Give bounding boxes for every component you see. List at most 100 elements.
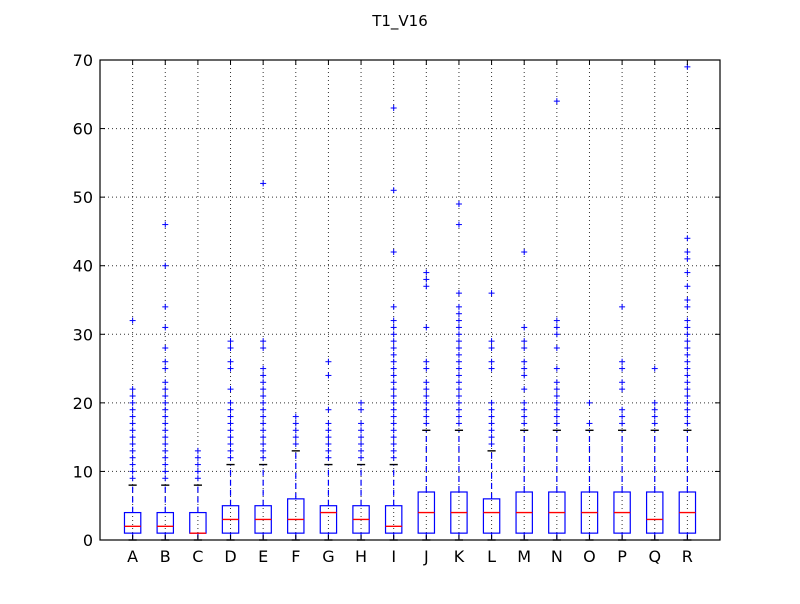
outlier-marker: [455, 413, 462, 420]
outlier-marker: [227, 358, 234, 365]
outlier-marker: [390, 358, 397, 365]
outlier-marker: [390, 393, 397, 399]
outlier-marker: [162, 427, 169, 434]
outlier-marker: [488, 365, 495, 372]
outlier-marker: [684, 317, 691, 324]
y-tick-label: 70: [73, 51, 93, 70]
outlier-marker: [227, 338, 234, 345]
y-tick-label: 60: [73, 120, 93, 139]
outlier-marker: [260, 338, 267, 345]
outlier-marker: [423, 283, 430, 290]
outlier-marker: [455, 201, 462, 207]
outlier-marker: [162, 262, 169, 269]
outlier-marker: [390, 441, 397, 447]
outlier-marker: [129, 461, 136, 468]
outlier-marker: [488, 434, 495, 441]
outlier-marker: [521, 420, 528, 427]
outlier-marker: [129, 399, 136, 406]
outlier-marker: [488, 413, 495, 420]
outlier-marker: [390, 434, 397, 441]
outlier-marker: [358, 434, 365, 441]
box-A: [123, 511, 142, 534]
outlier-marker: [423, 269, 430, 276]
outlier-marker: [521, 345, 528, 351]
outlier-marker: [325, 420, 332, 427]
outlier-marker: [227, 427, 234, 434]
outlier-marker: [390, 413, 397, 420]
chart-title: T1_V16: [371, 12, 428, 31]
outlier-marker: [194, 461, 201, 468]
outlier-marker: [455, 399, 462, 406]
outlier-marker: [651, 413, 658, 420]
box-Q: [645, 491, 664, 534]
outlier-marker: [521, 406, 528, 413]
x-tick-label: G: [322, 547, 334, 566]
outlier-marker: [129, 420, 136, 427]
outlier-marker: [521, 386, 528, 393]
outlier-marker: [455, 420, 462, 427]
outlier-marker: [260, 447, 267, 454]
outlier-marker: [260, 420, 267, 427]
outlier-marker: [390, 372, 397, 379]
outlier-marker: [292, 420, 299, 427]
outlier-marker: [651, 399, 658, 406]
outlier-marker: [292, 427, 299, 434]
outlier-marker: [325, 406, 332, 413]
outlier-marker: [423, 324, 430, 331]
outlier-marker: [227, 386, 234, 393]
outlier-marker: [684, 406, 691, 413]
outlier-marker: [684, 255, 691, 262]
outlier-marker: [162, 399, 169, 406]
x-tick-label: K: [454, 547, 465, 566]
outlier-marker: [260, 345, 267, 351]
outlier-marker: [162, 420, 169, 427]
outlier-marker: [423, 358, 430, 365]
outlier-marker: [553, 345, 560, 351]
outlier-marker: [260, 427, 267, 434]
y-tick-label: 40: [73, 257, 93, 276]
outlier-marker: [455, 310, 462, 317]
outlier-marker: [325, 434, 332, 441]
outlier-marker: [521, 372, 528, 379]
outlier-marker: [162, 379, 169, 386]
outlier-marker: [619, 379, 626, 386]
outlier-marker: [684, 399, 691, 406]
outlier-marker: [390, 420, 397, 427]
outlier-marker: [260, 379, 267, 386]
outlier-marker: [684, 420, 691, 427]
outlier-marker: [455, 393, 462, 399]
outlier-marker: [390, 386, 397, 393]
outlier-marker: [684, 269, 691, 276]
outlier-marker: [162, 324, 169, 331]
outlier-marker: [684, 379, 691, 386]
outlier-marker: [325, 454, 332, 461]
outlier-marker: [390, 399, 397, 406]
outlier-marker: [162, 365, 169, 372]
outlier-marker: [129, 441, 136, 447]
x-tick-label: Q: [648, 547, 661, 566]
outlier-marker: [325, 372, 332, 379]
outlier-marker: [423, 379, 430, 386]
outlier-marker: [358, 420, 365, 427]
outlier-marker: [455, 331, 462, 338]
outlier-marker: [455, 303, 462, 310]
outlier-marker: [390, 351, 397, 358]
outlier-marker: [488, 290, 495, 297]
x-tick-label: J: [423, 547, 429, 566]
outlier-marker: [358, 427, 365, 434]
outlier-marker: [129, 317, 136, 324]
outlier-marker: [358, 447, 365, 454]
outlier-marker: [162, 475, 169, 482]
x-tick-label: E: [258, 547, 268, 566]
outlier-marker: [129, 434, 136, 441]
outlier-marker: [227, 447, 234, 454]
outlier-marker: [586, 420, 593, 427]
outlier-marker: [521, 399, 528, 406]
outlier-marker: [260, 386, 267, 393]
outlier-marker: [292, 434, 299, 441]
outlier-marker: [260, 180, 267, 187]
outlier-marker: [162, 434, 169, 441]
outlier-marker: [227, 441, 234, 447]
outlier-marker: [162, 358, 169, 365]
outlier-marker: [227, 434, 234, 441]
